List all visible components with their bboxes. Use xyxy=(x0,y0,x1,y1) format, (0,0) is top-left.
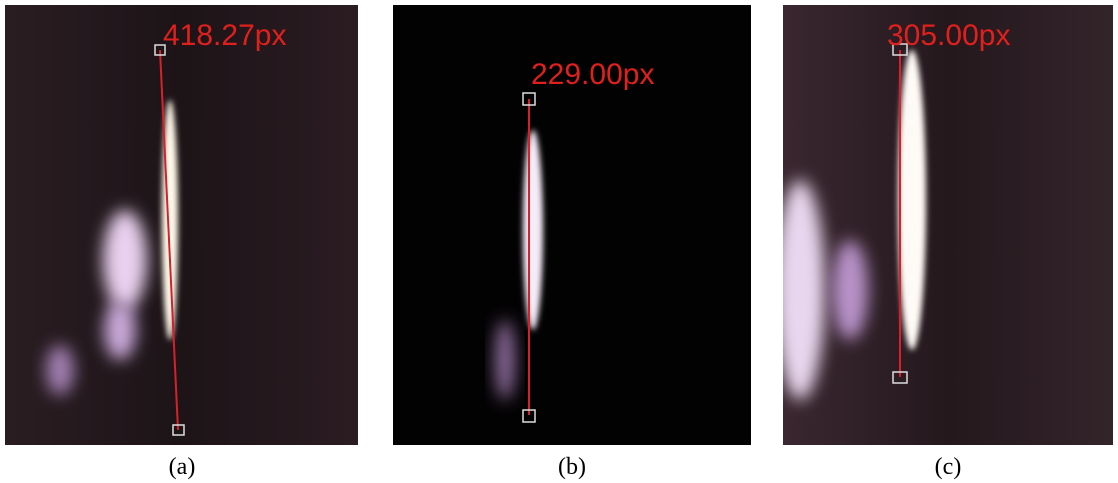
measurement-label: 229.00px xyxy=(531,58,654,91)
panel-b: 229.00px xyxy=(393,5,751,445)
measurement-label: 305.00px xyxy=(887,19,1010,52)
figure: 418.27px 229.00px 305.00px (a) (b) (c) xyxy=(0,0,1118,483)
panel-c: 305.00px xyxy=(775,5,1113,445)
caption: (c) xyxy=(935,454,962,480)
caption: (a) xyxy=(169,454,196,480)
caption: (b) xyxy=(558,454,586,480)
panel-a: 418.27px xyxy=(5,5,358,445)
measurement-label: 418.27px xyxy=(163,19,286,52)
